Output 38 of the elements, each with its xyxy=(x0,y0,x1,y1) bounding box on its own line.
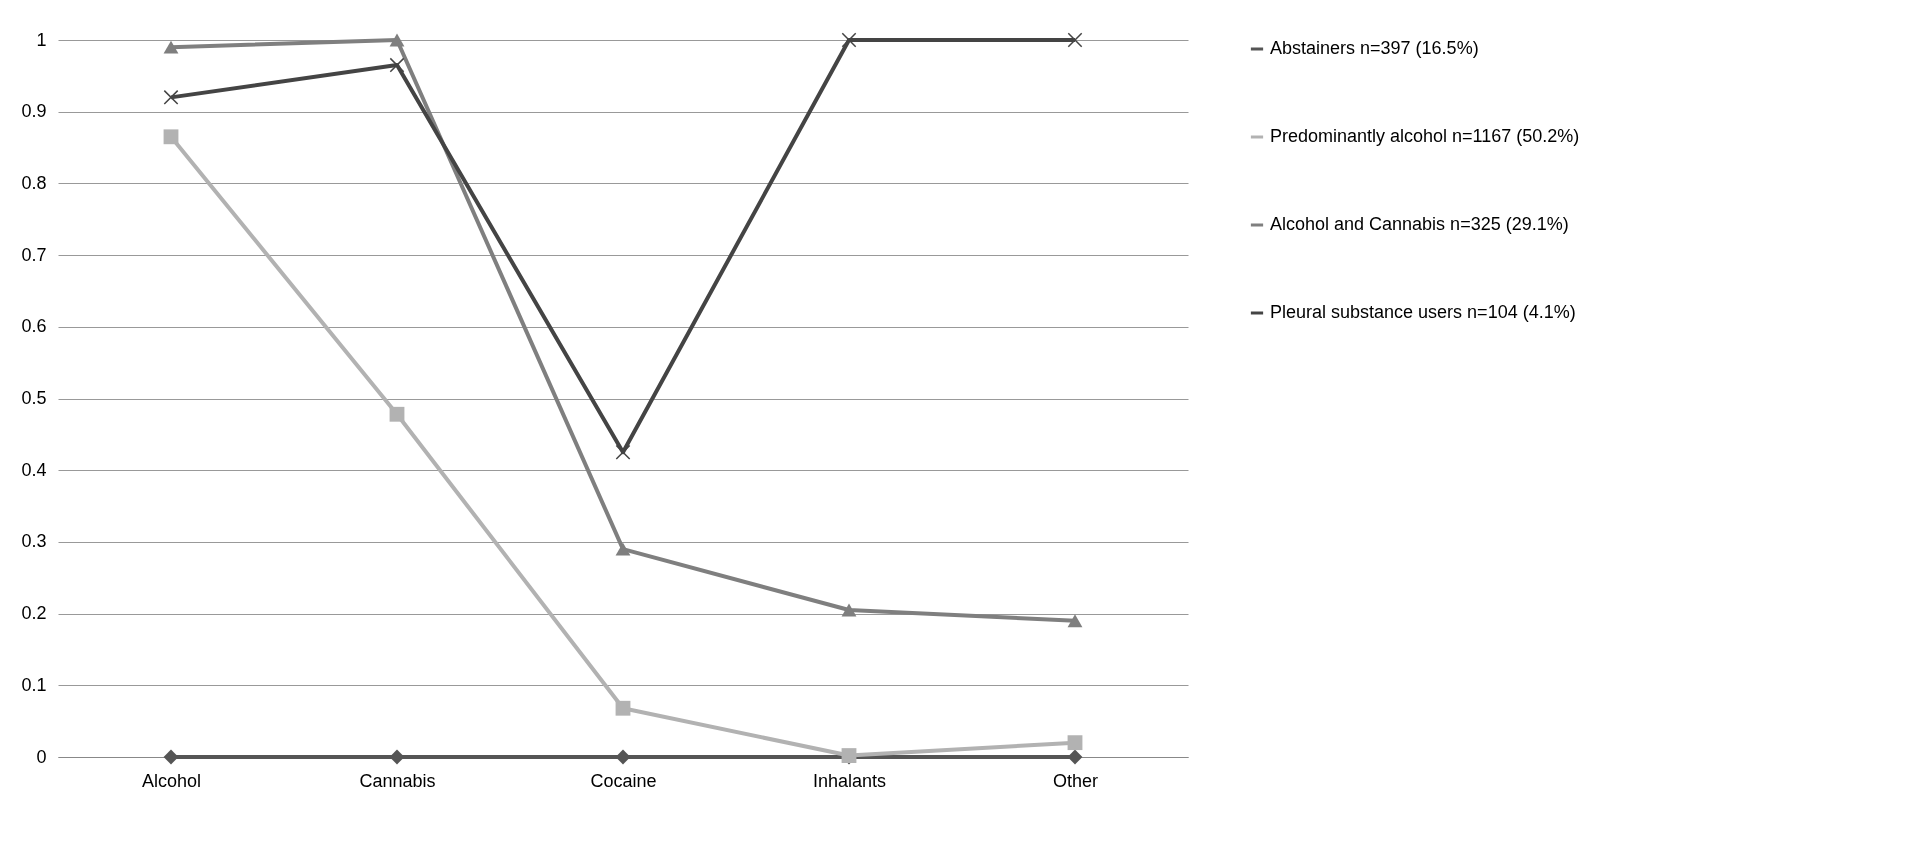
point xyxy=(615,542,631,556)
legend-label: Predominantly alcohol n=1167 (50.2%) xyxy=(1270,126,1580,146)
point xyxy=(1067,614,1083,628)
point xyxy=(841,32,857,48)
point xyxy=(163,129,179,145)
x-tick-label: Inhalants xyxy=(812,770,887,791)
x-tick-label: Cocaine xyxy=(590,770,657,791)
point xyxy=(615,749,631,765)
point xyxy=(389,749,405,765)
point xyxy=(1067,749,1083,765)
y-tick-label: 0.2 xyxy=(21,603,47,624)
point xyxy=(1067,32,1083,48)
x-tick-label: Other xyxy=(1052,770,1099,791)
legend-label: Alcohol and Cannabis n=325 (29.1%) xyxy=(1270,214,1569,234)
legend-label: Abstainers n=397 (16.5%) xyxy=(1270,38,1479,58)
y-tick-label: 0 xyxy=(36,746,47,767)
point xyxy=(163,89,179,105)
y-tick-label: 0.5 xyxy=(21,388,47,408)
y-tick-label: 0.4 xyxy=(21,459,47,480)
point xyxy=(389,33,405,47)
y-tick-label: 0.1 xyxy=(21,674,47,695)
y-tick-label: 0.8 xyxy=(21,172,47,193)
legend-label: Pleural substance users n=104 (4.1%) xyxy=(1270,302,1576,322)
point xyxy=(163,749,179,765)
point xyxy=(1067,735,1083,751)
point xyxy=(163,40,179,54)
y-tick-label: 0.6 xyxy=(21,316,47,337)
x-tick-label: Alcohol xyxy=(141,770,202,791)
point xyxy=(615,700,631,716)
y-tick-label: 0.3 xyxy=(21,531,47,552)
y-tick-label: 1 xyxy=(36,29,47,50)
y-tick-label: 0.7 xyxy=(21,244,47,265)
point xyxy=(841,603,857,617)
point xyxy=(615,444,631,460)
point xyxy=(389,57,405,73)
x-tick-label: Cannabis xyxy=(359,770,436,791)
y-tick-label: 0.9 xyxy=(21,101,47,122)
point xyxy=(389,406,405,422)
